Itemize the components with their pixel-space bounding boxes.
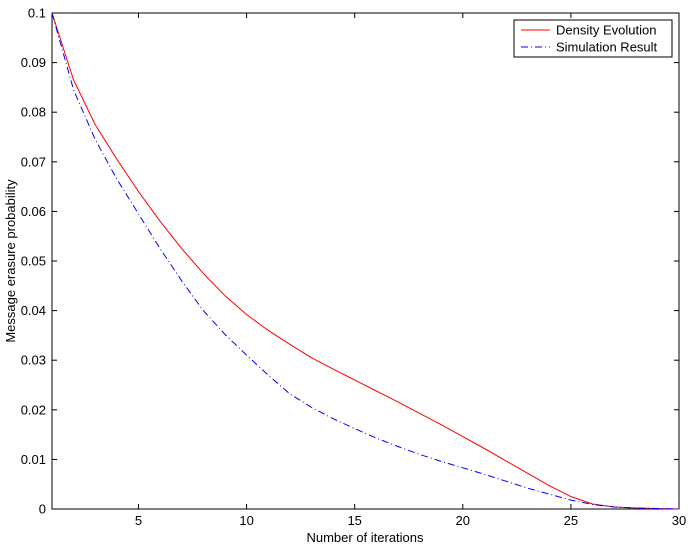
series-line-simulation-result [51,12,680,510]
x-axis-label: Number of iterations [306,530,424,545]
x-tick-label: 5 [135,513,142,528]
legend-label-simulation-result: Simulation Result [556,40,658,55]
plot-area [51,12,680,510]
y-tick-label: 0.03 [21,353,46,368]
y-tick-label: 0.01 [21,452,46,467]
y-tick-label: 0.07 [21,154,46,169]
y-tick-label: 0.05 [21,254,46,269]
y-tick-label: 0.1 [28,6,46,21]
series-line-density-evolution [51,12,680,510]
y-tick-label: 0.09 [21,55,46,70]
legend-box [513,19,673,58]
ticks-layer: 5 10 15 20 25 30 0 0.01 0.02 0.03 0.04 0.05 0.06 0.07… [21,6,687,529]
legend: Density Evolution Simulation Result [513,19,673,58]
y-axis-label: Message erasure probability [3,179,18,343]
series-layer [51,12,680,510]
x-tick-label: 10 [239,513,253,528]
x-tick-label: 20 [456,513,470,528]
y-tick-label: 0.08 [21,105,46,120]
legend-label-density-evolution: Density Evolution [556,23,656,38]
y-tick-label: 0 [39,502,46,517]
y-tick-label: 0.02 [21,402,46,417]
y-tick-label: 0.04 [21,303,46,318]
y-tick-label: 0.06 [21,204,46,219]
x-tick-label: 25 [564,513,578,528]
x-tick-label: 15 [347,513,361,528]
x-tick-label: 30 [672,513,686,528]
